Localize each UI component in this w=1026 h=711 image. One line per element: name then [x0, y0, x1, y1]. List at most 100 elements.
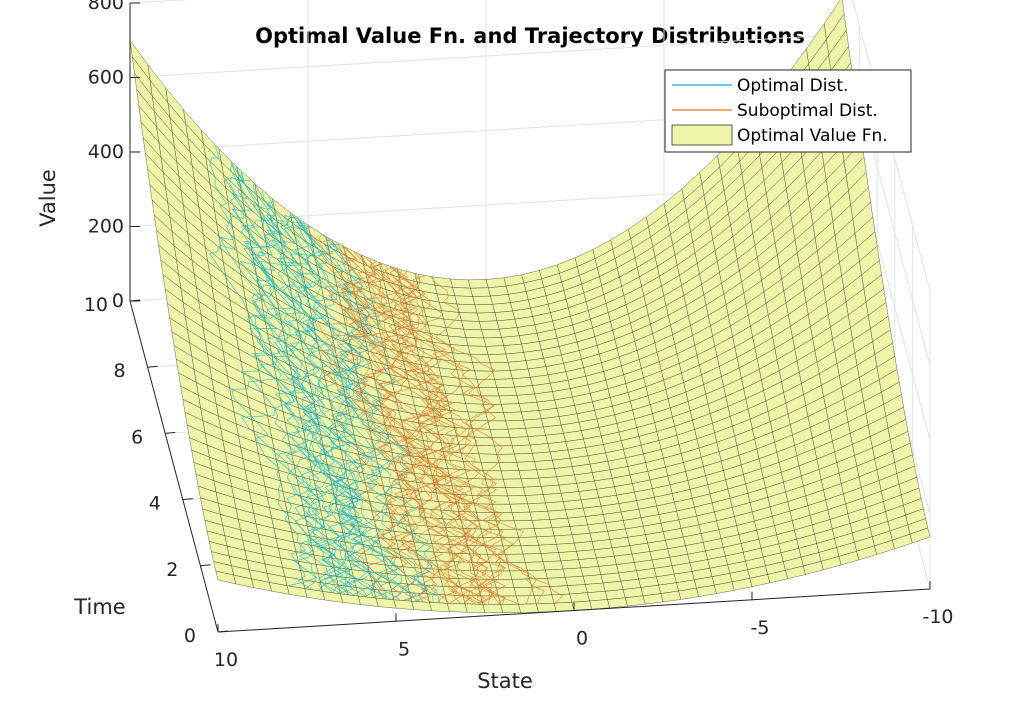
surface-cell: [498, 462, 520, 472]
surface-cell: [542, 560, 564, 571]
surface-cell: [456, 303, 478, 314]
surface-cell: [547, 577, 568, 587]
suboptimal-trajectory: [332, 256, 453, 602]
surface-cell: [536, 468, 557, 479]
surface-cell: [470, 287, 491, 297]
surface-cell: [522, 486, 544, 496]
surface-cell: [534, 459, 555, 471]
y-tick-mark: [165, 431, 176, 434]
surface-cell: [516, 393, 538, 404]
legend-swatch-surface: [671, 124, 733, 146]
surface-cell: [485, 412, 506, 422]
surface-cell: [456, 369, 478, 380]
surface-cell: [446, 603, 468, 613]
surface-cell: [483, 337, 504, 347]
surface-cell: [538, 476, 560, 487]
surface-cell: [507, 428, 529, 438]
surface-cell: [607, 597, 628, 609]
optimal-trajectory: [235, 166, 440, 603]
optimal-trajectory: [297, 224, 373, 593]
optimal-trajectory: [209, 161, 335, 591]
suboptimal-trajectory: [389, 266, 506, 605]
surface-cell: [518, 536, 539, 547]
optimal-trajectory: [277, 215, 346, 595]
surface-cell: [487, 487, 508, 497]
surface-cell: [444, 594, 466, 605]
surface-cell: [461, 320, 482, 330]
surface-cell: [523, 418, 544, 429]
surface-cell: [531, 451, 553, 462]
surface-cell: [444, 527, 466, 538]
x-tick-label: -5: [751, 617, 770, 639]
surface-cell: [549, 517, 571, 529]
surface-cell: [500, 604, 521, 613]
surface-cell: [472, 362, 493, 372]
surface-cell: [509, 436, 531, 447]
surface-cell: [584, 582, 606, 593]
suboptimal-trajectory: [385, 265, 469, 604]
suboptimal-trajectory: [327, 237, 431, 601]
y-axis-label: Time: [73, 595, 125, 619]
optimal-trajectories: [209, 146, 440, 603]
surface-cell: [454, 427, 475, 438]
optimal-trajectory: [274, 226, 366, 597]
surface-cell: [624, 595, 646, 607]
surface-cell: [511, 578, 533, 588]
surface-cell: [393, 599, 415, 610]
x-tick-label: 5: [398, 638, 410, 660]
surface-cell: [472, 295, 493, 306]
surface-cell: [518, 469, 540, 480]
surface-cell: [529, 578, 550, 588]
z-axis-label: Value: [36, 169, 60, 227]
surface-cell: [547, 509, 568, 520]
z-tick-label: 600: [88, 67, 124, 89]
surface-cell: [520, 410, 542, 421]
surface-cell: [478, 387, 500, 397]
surface-cell: [450, 278, 471, 289]
surface-cell: [551, 526, 573, 537]
surface-cell: [411, 600, 432, 612]
surface-cell: [458, 312, 480, 322]
surface-cell: [549, 585, 570, 596]
y-tick-label: 8: [114, 360, 126, 382]
surface-cell: [522, 553, 544, 563]
surface-cell: [464, 603, 486, 613]
suboptimal-trajectory: [430, 276, 497, 604]
surface-cell: [502, 478, 524, 488]
suboptimal-trajectory: [318, 234, 497, 604]
y-tick-label: 2: [166, 559, 178, 581]
surface-cell: [465, 337, 487, 347]
surface-cell: [491, 437, 513, 447]
x-tick-label: 10: [214, 649, 238, 671]
surface-cell: [567, 584, 588, 595]
z-tick-label: 800: [88, 0, 124, 14]
optimal-trajectory: [229, 163, 360, 594]
x-tick-label: 0: [576, 628, 588, 650]
suboptimal-trajectory: [351, 251, 453, 604]
surface-cell: [489, 362, 511, 372]
surface-cell: [447, 468, 468, 479]
surface-cell: [476, 445, 497, 455]
x-tick-label: -10: [922, 606, 953, 628]
suboptimal-trajectory: [394, 271, 486, 605]
optimal-trajectory: [256, 190, 388, 598]
value-surface: [129, 0, 931, 613]
surface-cell: [553, 534, 575, 545]
z-tick-label: 200: [88, 216, 124, 238]
y-tick-label: 6: [131, 426, 143, 448]
surface-cell: [478, 453, 500, 463]
surface-cell: [215, 570, 237, 585]
surface-cell: [518, 603, 539, 613]
y-tick-mark: [217, 630, 229, 633]
surface-cell: [452, 287, 473, 297]
surface-cell: [562, 567, 584, 578]
optimal-trajectory: [245, 219, 333, 586]
suboptimal-trajectory: [369, 259, 519, 605]
surface-cell: [487, 353, 509, 364]
surface-cell: [518, 401, 540, 413]
surface-cell: [569, 592, 590, 603]
y-tick-mark: [182, 498, 193, 501]
optimal-trajectory: [286, 216, 372, 595]
surface-cell: [538, 544, 559, 554]
